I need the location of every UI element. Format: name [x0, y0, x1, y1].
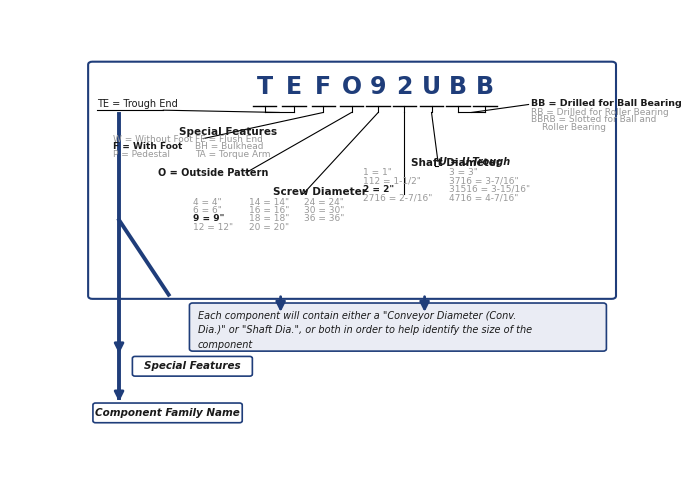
- Text: B: B: [476, 75, 494, 99]
- Text: FE = Flush End: FE = Flush End: [195, 135, 264, 144]
- Text: 6 = 6": 6 = 6": [193, 206, 222, 215]
- Text: 24 = 24": 24 = 24": [303, 198, 343, 207]
- Text: O: O: [341, 75, 362, 99]
- Text: 2 = 2": 2 = 2": [363, 185, 394, 194]
- Text: 2: 2: [396, 75, 413, 99]
- Text: 4 = 4": 4 = 4": [193, 198, 222, 207]
- Text: 31516 = 3-15/16": 31516 = 3-15/16": [449, 185, 530, 194]
- Text: 1 = 1": 1 = 1": [363, 168, 392, 177]
- Text: 9 = 9": 9 = 9": [193, 215, 224, 223]
- Text: Roller Bearing: Roller Bearing: [542, 123, 606, 132]
- Text: 112 = 1-1/2": 112 = 1-1/2": [363, 177, 421, 185]
- Text: TA = Torque Arm: TA = Torque Arm: [195, 150, 271, 158]
- Text: 3 = 3": 3 = 3": [449, 168, 477, 177]
- FancyBboxPatch shape: [189, 303, 606, 351]
- Text: BBRB = Slotted for Ball and: BBRB = Slotted for Ball and: [531, 115, 656, 124]
- FancyBboxPatch shape: [88, 62, 616, 299]
- Text: TE = Trough End: TE = Trough End: [96, 99, 178, 109]
- Text: BB = Drilled for Ball Bearing: BB = Drilled for Ball Bearing: [531, 99, 682, 108]
- Text: Screw Diameter: Screw Diameter: [272, 187, 367, 197]
- Text: 20 = 20": 20 = 20": [248, 223, 289, 232]
- Text: BH = Bulkhead: BH = Bulkhead: [195, 142, 264, 152]
- Text: O = Outside Pattern: O = Outside Pattern: [158, 168, 268, 178]
- Text: F = With Foot: F = With Foot: [113, 142, 182, 152]
- Text: Special Features: Special Features: [144, 361, 241, 371]
- Text: 4716 = 4-7/16": 4716 = 4-7/16": [449, 193, 518, 202]
- Text: W = Without Foot: W = Without Foot: [113, 135, 193, 144]
- Text: 12 = 12": 12 = 12": [193, 223, 233, 232]
- Text: Special Features: Special Features: [180, 127, 277, 137]
- Text: Each component will contain either a "Conveyor Diameter (Conv.
Dia.)" or "Shaft : Each component will contain either a "Co…: [198, 311, 532, 350]
- Text: Shaft Diameter: Shaft Diameter: [411, 158, 501, 168]
- FancyBboxPatch shape: [132, 356, 252, 376]
- Text: 3716 = 3-7/16": 3716 = 3-7/16": [449, 177, 518, 185]
- Text: RB = Drilled for Roller Bearing: RB = Drilled for Roller Bearing: [531, 108, 669, 117]
- Text: 30 = 30": 30 = 30": [303, 206, 344, 215]
- Text: E: E: [286, 75, 302, 99]
- Text: U: U: [422, 75, 441, 99]
- Text: T: T: [257, 75, 272, 99]
- Text: 18 = 18": 18 = 18": [248, 215, 289, 223]
- Text: 16 = 16": 16 = 16": [248, 206, 289, 215]
- Text: 9: 9: [370, 75, 387, 99]
- Text: B: B: [449, 75, 467, 99]
- Text: 36 = 36": 36 = 36": [303, 215, 344, 223]
- Text: P = Pedestal: P = Pedestal: [113, 150, 170, 158]
- Text: 2716 = 2-7/16": 2716 = 2-7/16": [363, 193, 433, 202]
- Text: 14 = 14": 14 = 14": [248, 198, 289, 207]
- FancyBboxPatch shape: [93, 403, 242, 423]
- Text: F: F: [315, 75, 332, 99]
- Text: U = U-Trough: U = U-Trough: [439, 157, 510, 167]
- Text: Component Family Name: Component Family Name: [95, 408, 240, 418]
